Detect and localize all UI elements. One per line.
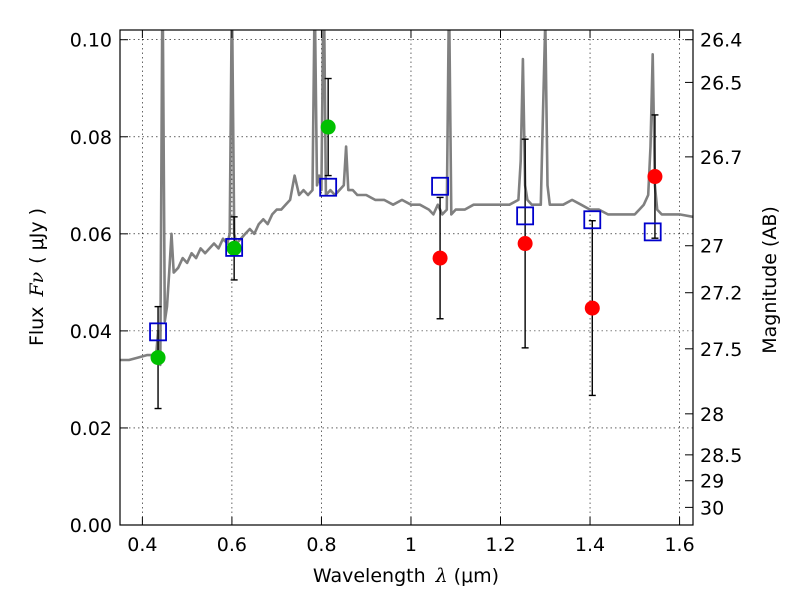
data-point [517,236,533,252]
y-tick-label: 0.10 [70,30,112,52]
y2-axis-label: Magnitude (AB) [759,206,781,354]
data-markers [149,119,663,366]
y2-tick-label: 28 [700,404,724,426]
data-point [150,350,166,366]
x-tick-label: 0.4 [127,534,157,556]
y2-tick-label: 26.7 [700,147,742,169]
model-point [319,177,338,197]
plot-frame [119,29,694,526]
model-point [516,206,535,226]
y2-tick-label: 30 [700,497,724,519]
y-axis-label: FluxFν( μJy ) [26,208,48,346]
model-point [431,176,449,196]
model-point [583,210,602,230]
x-tick-label: 1 [405,534,417,556]
data-point [647,169,663,185]
x-tick-label: 0.8 [306,534,336,556]
y2-tick-label: 27.5 [700,339,742,361]
spectrum-line [120,30,693,367]
spectrum-layer [120,30,693,367]
y-tick-label: 0.00 [70,515,112,537]
y2-tick-label: 27 [700,236,724,258]
grid-lines [120,30,693,526]
axis-ticks: 0.4 0.6 0.8 1 1.2 1.4 1.6 0.00 0.02 0.04 0.06 0.08 0… [70,30,743,556]
data-point [320,119,336,135]
data-point [226,240,242,256]
model-point [149,322,167,342]
x-axis-label: Wavelength λ (μm) [313,565,499,587]
y2-tick-label: 27.2 [700,283,742,305]
y2-tick-label: 26.4 [700,30,742,52]
y-tick-label: 0.06 [70,224,112,246]
x-tick-label: 1.6 [664,534,694,556]
y2-tick-label: 28.5 [700,445,742,467]
data-point [584,300,600,316]
x-tick-label: 1.4 [575,534,605,556]
y2-tick-label: 29 [700,471,724,493]
x-tick-label: 1.2 [485,534,515,556]
y-tick-label: 0.02 [70,418,112,440]
model-point [225,238,244,257]
x-tick-label: 0.6 [217,534,247,556]
y2-tick-label: 26.5 [700,72,742,94]
data-point [432,250,448,266]
y-tick-label: 0.04 [70,321,112,343]
y-tick-label: 0.08 [70,127,112,149]
model-point [643,222,662,242]
